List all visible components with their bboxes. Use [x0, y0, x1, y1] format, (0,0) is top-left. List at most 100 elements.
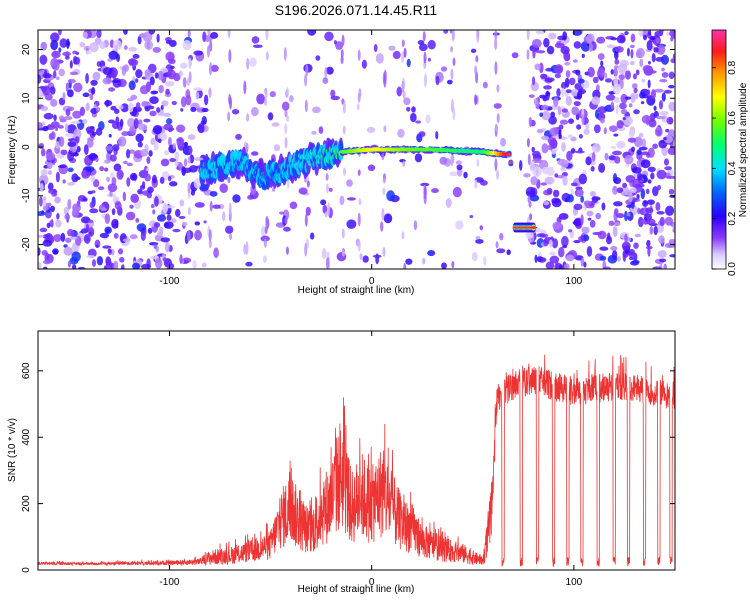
noise-blob	[128, 102, 134, 113]
noise-blob	[176, 124, 186, 133]
noise-blob	[367, 164, 376, 172]
noise-blob	[164, 37, 172, 42]
streak-blob	[341, 228, 345, 239]
noise-blob	[610, 69, 614, 75]
noise-blob	[586, 246, 593, 257]
noise-blob	[647, 60, 651, 65]
noise-blob	[578, 134, 583, 139]
noise-blob	[150, 255, 158, 260]
noise-blob	[194, 221, 201, 226]
noise-blob	[608, 155, 616, 161]
noise-blob	[599, 255, 607, 261]
noise-blob	[50, 121, 60, 129]
noise-blob	[104, 159, 111, 164]
streak-blob	[246, 113, 250, 122]
noise-blob	[126, 98, 134, 102]
noise-blob	[666, 116, 674, 125]
noise-blob	[554, 64, 564, 74]
noise-blob	[585, 123, 590, 130]
noise-blob	[568, 229, 573, 233]
noise-blob	[103, 167, 109, 172]
noise-blob	[616, 213, 625, 219]
noise-blob	[105, 260, 113, 269]
noise-blob	[518, 159, 523, 171]
noise-blob	[543, 200, 550, 206]
noise-blob	[53, 114, 57, 122]
noise-blob	[655, 116, 666, 120]
colorbar-tick-label: 0.8	[727, 60, 738, 74]
noise-blob	[146, 156, 151, 164]
noise-blob	[658, 99, 664, 110]
noise-blob	[610, 101, 615, 110]
noise-blob	[102, 67, 113, 76]
noise-blob	[608, 125, 618, 132]
noise-blob	[105, 145, 114, 151]
noise-blob	[137, 188, 143, 195]
noise-blob	[178, 70, 183, 77]
noise-blob	[132, 53, 140, 59]
noise-blob	[525, 186, 536, 198]
noise-blob	[564, 61, 571, 66]
streak-blob	[401, 80, 405, 93]
noise-blob	[614, 58, 620, 65]
noise-blob	[50, 205, 56, 212]
noise-blob	[624, 233, 628, 244]
noise-blob	[632, 73, 638, 80]
noise-blob	[149, 96, 159, 105]
noise-blob	[664, 242, 675, 249]
noise-blob	[185, 95, 192, 106]
noise-blob	[158, 84, 165, 93]
noise-blob	[540, 135, 550, 141]
noise-blob	[620, 93, 628, 104]
colorbar-tick-label: 0.2	[727, 211, 738, 225]
noise-blob	[646, 40, 653, 51]
noise-blob	[604, 78, 613, 83]
noise-blob	[616, 141, 626, 149]
noise-blob	[586, 210, 594, 217]
noise-blob	[645, 246, 653, 250]
noise-blob	[659, 258, 667, 263]
noise-blob	[641, 30, 649, 38]
noise-blob	[578, 89, 583, 97]
noise-blob	[222, 211, 226, 222]
noise-blob	[531, 146, 535, 153]
noise-blob	[96, 30, 102, 39]
noise-blob	[67, 181, 75, 186]
noise-blob	[178, 215, 186, 220]
noise-blob	[647, 166, 656, 173]
noise-blob	[38, 234, 44, 238]
signal-core	[506, 152, 511, 157]
noise-blob	[624, 189, 633, 196]
noise-blob	[251, 36, 260, 44]
noise-blob	[156, 33, 160, 43]
noise-blob	[396, 86, 403, 97]
noise-blob	[99, 41, 106, 50]
streak-blob	[208, 239, 212, 249]
noise-blob	[190, 189, 196, 196]
noise-blob	[273, 144, 281, 152]
noise-blob	[164, 150, 170, 156]
noise-blob	[616, 187, 624, 194]
noise-blob	[610, 37, 618, 41]
noise-blob	[588, 42, 593, 53]
noise-blob	[139, 85, 150, 95]
noise-blob	[40, 210, 45, 215]
noise-blob	[169, 157, 177, 163]
noise-blob	[656, 44, 666, 55]
noise-blob	[59, 38, 68, 48]
noise-blob	[209, 190, 218, 197]
noise-blob	[321, 248, 327, 260]
noise-blob	[93, 179, 100, 188]
noise-blob	[545, 91, 551, 97]
streak-blob	[187, 156, 191, 164]
streak-blob	[526, 137, 530, 148]
noise-blob	[440, 66, 448, 72]
noise-blob	[646, 239, 651, 247]
noise-blob	[55, 219, 62, 228]
noise-blob	[471, 252, 478, 262]
noise-blob	[624, 154, 634, 165]
noise-blob	[119, 256, 125, 263]
noise-blob	[38, 87, 42, 96]
noise-blob	[637, 216, 644, 228]
noise-blob	[445, 197, 452, 208]
